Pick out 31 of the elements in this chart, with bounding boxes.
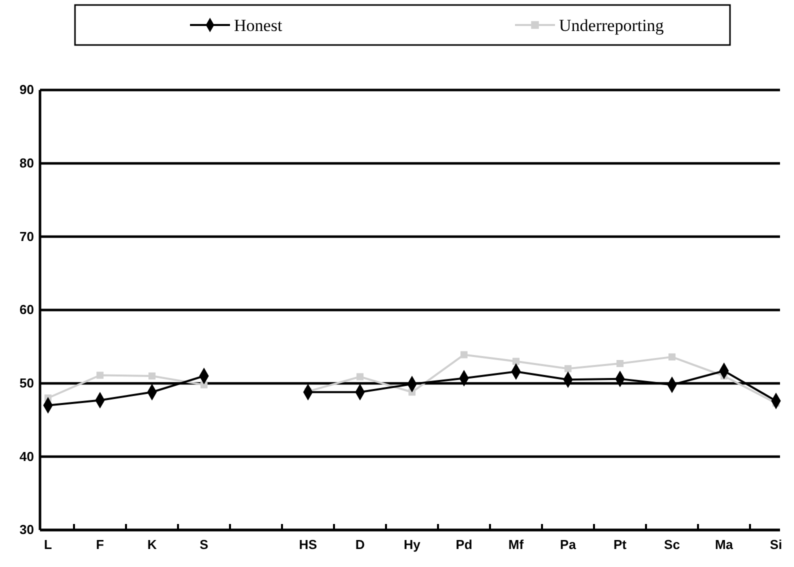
point xyxy=(512,358,520,365)
x-tick-label: Si xyxy=(770,537,782,552)
x-tick-label: HS xyxy=(298,537,318,552)
x-tick-label: Pd xyxy=(456,537,472,552)
x-tick-label: L xyxy=(44,537,52,552)
x-tick-label: Mf xyxy=(508,537,524,552)
point xyxy=(96,372,104,379)
y-tick-label: 60 xyxy=(20,302,34,318)
legend-label: Honest xyxy=(234,16,282,35)
point xyxy=(616,360,624,368)
y-tick-label: 80 xyxy=(20,155,34,170)
legend-label: Underreporting xyxy=(559,16,664,35)
x-tick-label: Hy xyxy=(404,537,422,552)
y-tick-label: 50 xyxy=(20,375,34,390)
x-tick-label: Sc xyxy=(664,537,680,552)
y-tick-label: 30 xyxy=(20,522,34,538)
point xyxy=(564,365,572,372)
point xyxy=(460,351,468,358)
x-tick-label: Pt xyxy=(614,537,628,552)
x-tick-label: K xyxy=(147,537,158,552)
x-tick-label: D xyxy=(355,537,365,552)
x-tick-label: S xyxy=(200,537,209,552)
y-tick-label: 70 xyxy=(20,228,34,244)
x-tick-label: Ma xyxy=(714,537,734,552)
point xyxy=(668,353,676,360)
x-tick-label: Pa xyxy=(560,537,577,552)
y-tick-label: 40 xyxy=(20,448,34,464)
point xyxy=(356,373,364,380)
point xyxy=(148,372,156,380)
y-tick-label: 90 xyxy=(20,82,34,98)
x-tick-label: F xyxy=(96,537,104,552)
